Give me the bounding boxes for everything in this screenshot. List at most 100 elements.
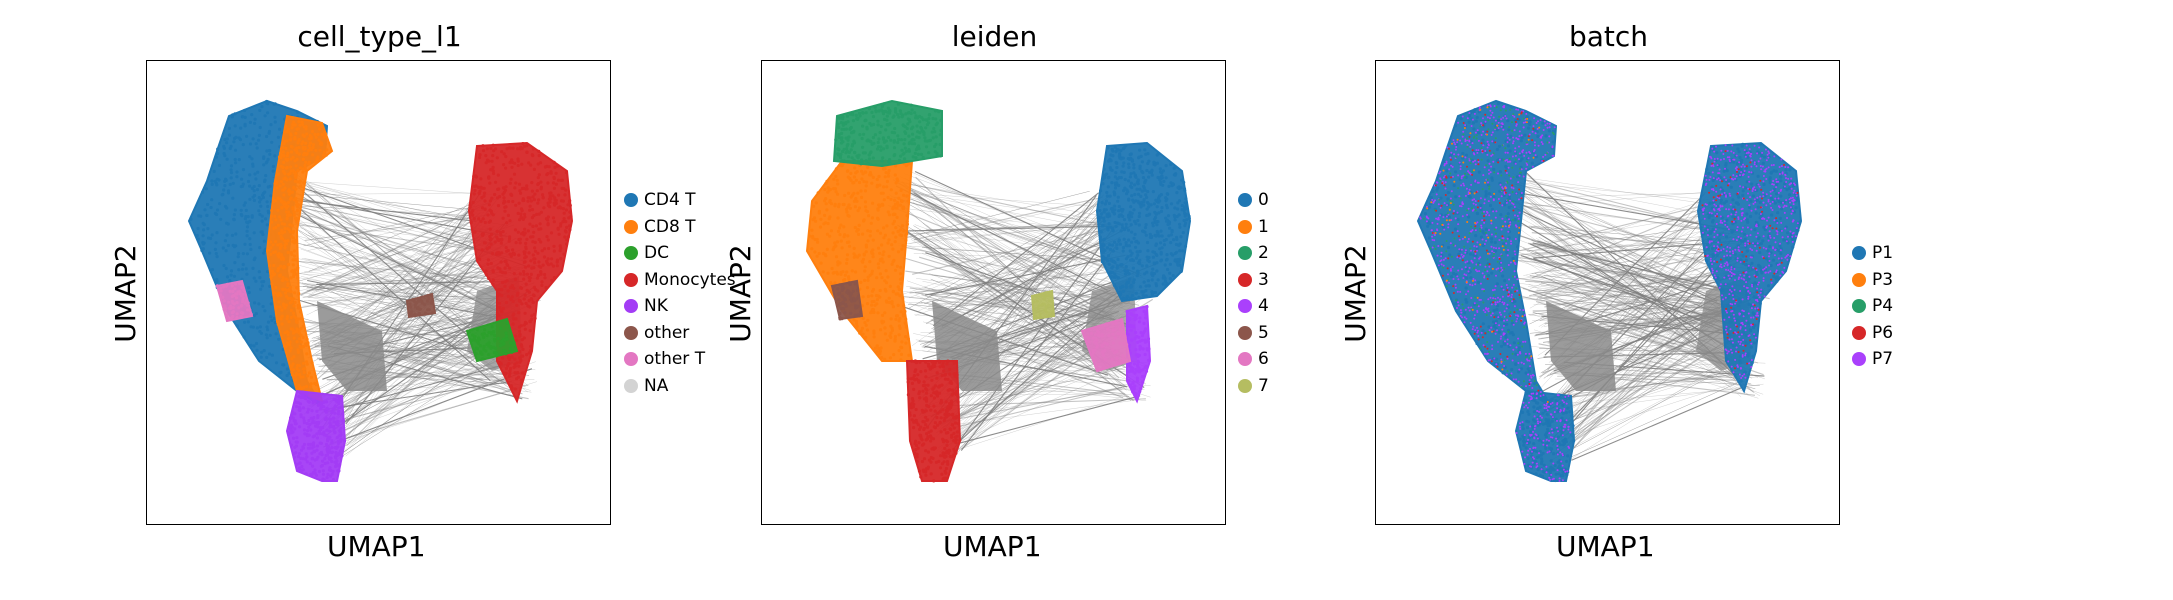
data-point: [845, 257, 849, 262]
data-point: [336, 452, 340, 456]
data-point: [235, 292, 239, 296]
data-point: [1131, 266, 1135, 270]
data-point: [945, 443, 949, 447]
data-point: [1152, 272, 1157, 276]
data-point: [920, 443, 925, 447]
data-point: [562, 252, 566, 256]
data-point: [845, 261, 849, 265]
graph-edge: [1547, 369, 1747, 402]
data-point: [229, 171, 234, 175]
data-point: [915, 455, 919, 459]
graph-edge: [935, 280, 1128, 320]
data-point: [536, 182, 540, 187]
data-point: [848, 282, 852, 286]
data-point: [899, 265, 903, 269]
data-point: [263, 190, 267, 194]
legend-label: 5: [1258, 322, 1269, 343]
data-point: [565, 242, 569, 246]
data-point: [943, 377, 948, 381]
data-point: [508, 369, 512, 373]
data-point: [1130, 387, 1134, 392]
data-point: [899, 233, 904, 238]
data-point: [225, 137, 229, 141]
data-point: [489, 146, 493, 150]
data-point: [282, 202, 286, 206]
data-point: [426, 294, 430, 298]
data-point: [512, 272, 516, 276]
data-point: [260, 105, 264, 109]
data-point: [492, 330, 496, 334]
data-point: [413, 314, 416, 318]
graph-edge: [1515, 182, 1722, 202]
data-point: [306, 407, 311, 412]
graph-edge: [283, 193, 491, 382]
data-point: [889, 335, 893, 339]
data-point: [291, 436, 296, 440]
data-point: [214, 252, 218, 256]
data-point: [1098, 208, 1102, 213]
data-point: [500, 150, 504, 154]
graph-edge: [909, 269, 1128, 294]
data-point: [230, 115, 234, 119]
data-point: [924, 470, 928, 474]
data-point: [1127, 244, 1131, 248]
graph-edge: [1523, 232, 1733, 257]
data-point: [215, 208, 220, 212]
panel-3-plot: [1375, 60, 1840, 525]
legend-label: DC: [644, 243, 669, 264]
data-point: [223, 305, 227, 309]
data-point: [823, 187, 827, 192]
data-point: [269, 275, 273, 279]
data-point: [849, 125, 853, 130]
data-point: [923, 136, 927, 140]
data-point: [1141, 380, 1145, 384]
data-point: [1114, 160, 1118, 165]
data-point: [335, 436, 339, 440]
data-point: [929, 472, 933, 476]
data-point: [268, 149, 272, 153]
graph-edge: [329, 368, 514, 426]
data-point: [853, 151, 857, 155]
data-point: [500, 293, 504, 298]
data-point: [939, 454, 943, 458]
data-point: [1151, 255, 1155, 259]
legend-marker: [624, 378, 638, 393]
data-point: [510, 355, 514, 359]
data-point: [870, 269, 874, 273]
graph-edge: [285, 200, 494, 245]
data-point: [847, 191, 851, 195]
data-point: [552, 276, 556, 280]
data-point: [875, 276, 879, 280]
data-point: [566, 203, 570, 207]
data-point: [919, 436, 923, 440]
data-point: [910, 381, 914, 385]
data-point: [852, 318, 856, 322]
data-point: [1105, 322, 1109, 326]
data-point: [223, 179, 227, 183]
data-point: [234, 282, 238, 286]
data-point: [1111, 322, 1115, 326]
data-point: [1184, 221, 1188, 225]
data-point: [931, 456, 935, 460]
data-point: [563, 193, 567, 197]
graph-edge: [1529, 204, 1725, 290]
data-point: [1154, 284, 1159, 288]
data-point: [325, 445, 330, 449]
data-point: [867, 107, 871, 111]
data-point: [905, 126, 909, 131]
data-point: [295, 340, 299, 344]
data-point: [252, 344, 256, 348]
data-point: [220, 193, 224, 197]
data-point: [1112, 190, 1116, 194]
data-point: [299, 415, 303, 419]
data-point: [546, 181, 550, 185]
data-point: [836, 272, 840, 276]
data-point: [870, 142, 874, 146]
data-point: [231, 181, 235, 185]
data-point: [233, 261, 237, 265]
data-point: [952, 453, 956, 457]
data-point: [899, 188, 903, 192]
data-point: [1145, 347, 1149, 351]
legend-item: 3: [1238, 267, 1269, 294]
data-point: [1119, 329, 1123, 333]
